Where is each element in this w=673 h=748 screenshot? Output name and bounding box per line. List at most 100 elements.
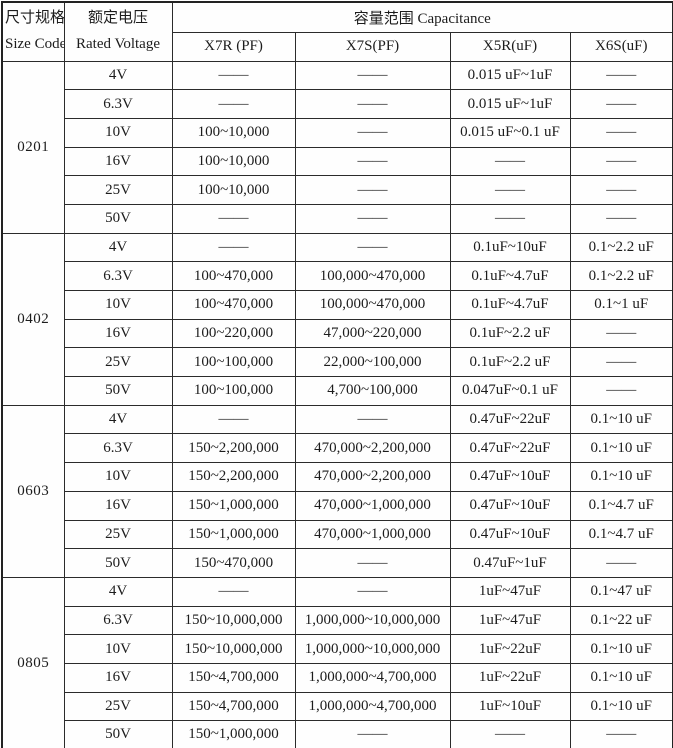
capacitance-cell-x7s: 4,700~100,000 — [294, 376, 451, 406]
capacitance-cell-x7r: 150~1,000,000 — [171, 519, 296, 550]
size-code-cell: 0805 — [1, 576, 65, 748]
capacitance-cell-x7r: 100~100,000 — [171, 347, 296, 378]
column-header-x7s: X7S(PF) — [294, 31, 451, 62]
capacitance-cell-x7s: —— — [294, 146, 451, 177]
voltage-cell: 25V — [63, 691, 173, 722]
capacitance-cell-x7r: 100~10,000 — [171, 146, 296, 177]
capacitance-group-header: 容量范围 Capacitance — [171, 1, 673, 33]
capacitance-cell-x7r: 150~4,700,000 — [171, 691, 296, 722]
voltage-cell: 50V — [63, 548, 173, 578]
capacitance-cell-x5r: 0.47uF~10uF — [449, 519, 571, 550]
voltage-cell: 25V — [63, 175, 173, 205]
capacitance-cell-x5r: —— — [449, 146, 571, 177]
capacitance-cell-x7r: 150~1,000,000 — [171, 720, 296, 748]
capacitance-cell-x7s: 22,000~100,000 — [294, 347, 451, 378]
table-row: 16V 150~1,000,000 470,000~1,000,000 0.47uF~… — [2, 490, 673, 521]
capacitance-cell-x7r: 100~100,000 — [171, 376, 296, 406]
column-header-x7r: X7R (PF) — [171, 31, 296, 62]
column-header-x5r: X5R(uF) — [449, 31, 571, 62]
capacitance-cell-x5r: 1uF~22uF — [449, 662, 571, 693]
column-header-x6s: X6S(uF) — [569, 31, 673, 62]
capacitance-cell-x6s: 0.1~10 uF — [569, 662, 673, 693]
capacitance-cell-x7s: —— — [294, 232, 451, 263]
table-row: 25V 150~4,700,000 1,000,000~4,700,000 1uF~1… — [2, 691, 673, 722]
table-row: 0402 4V —— —— 0.1uF~10uF 0.1~2.2 uF — [1, 232, 673, 406]
table-row: 16V 150~4,700,000 1,000,000~4,700,000 1uF~2… — [2, 662, 673, 693]
table-row: 10V 100~10,000 —— 0.015 uF~0.1 uF —— — [2, 117, 673, 148]
capacitance-cell-x5r: 0.047uF~0.1 uF — [449, 376, 571, 406]
size-code-cell: 0603 — [1, 404, 65, 578]
capacitance-cell-x5r: 0.1uF~2.2 uF — [449, 347, 571, 378]
size-code-column-header: 尺寸规格 Size Code — [1, 1, 65, 62]
table-row: 50V 150~470,000 —— 0.47uF~1uF —— — [2, 548, 673, 578]
capacitance-cell-x7r: —— — [171, 60, 296, 91]
capacitance-cell-x6s: 0.1~2.2 uF — [569, 232, 673, 263]
table-row: 25V 150~1,000,000 470,000~1,000,000 0.47uF~… — [2, 519, 673, 550]
capacitance-cell-x7r: —— — [171, 232, 296, 263]
header-row-1: 尺寸规格 Size Code 额定电压 Rated Voltage 容量范围 C… — [1, 1, 673, 62]
table-row: 6.3V 150~10,000,000 1,000,000~10,000,000 1u… — [2, 605, 673, 636]
capacitance-cell-x6s: 0.1~10 uF — [569, 634, 673, 664]
voltage-cell: 10V — [63, 290, 173, 320]
voltage-cell: 10V — [63, 117, 173, 148]
capacitance-cell-x6s: —— — [569, 117, 673, 148]
voltage-cell: 50V — [63, 203, 173, 234]
voltage-cell: 6.3V — [63, 605, 173, 636]
capacitance-cell-x5r: 0.47uF~22uF — [449, 433, 571, 464]
capacitance-cell-x6s: —— — [569, 146, 673, 177]
capacitance-cell-x5r: 0.47uF~10uF — [449, 490, 571, 521]
voltage-cell: 16V — [63, 318, 173, 349]
capacitance-cell-x7r: 150~470,000 — [171, 548, 296, 578]
capacitance-cell-x7s: —— — [294, 720, 451, 748]
voltage-cell: 6.3V — [63, 433, 173, 464]
capacitance-cell-x6s: 0.1~10 uF — [569, 691, 673, 722]
voltage-cell: 10V — [63, 462, 173, 492]
capacitance-cell-x5r: 1uF~10uF — [449, 691, 571, 722]
capacitance-cell-x6s: 0.1~22 uF — [569, 605, 673, 636]
table-row: 50V 150~1,000,000 —— —— —— — [2, 720, 673, 748]
voltage-cell: 25V — [63, 347, 173, 378]
table-row: 50V —— —— —— —— — [2, 203, 673, 234]
capacitance-cell-x6s: 0.1~1 uF — [569, 290, 673, 320]
table-body: 0201 4V —— —— 0.015 uF~1uF —— 6.3V —— —— 0.015 uF… — [1, 60, 673, 748]
capacitance-cell-x7s: 1,000,000~4,700,000 — [294, 662, 451, 693]
capacitance-cell-x5r: 0.1uF~2.2 uF — [449, 318, 571, 349]
capacitance-cell-x7r: —— — [171, 89, 296, 119]
size-code-header-zh: 尺寸规格 — [5, 10, 64, 26]
rated-voltage-header-zh: 额定电压 — [87, 10, 148, 26]
voltage-cell: 4V — [63, 404, 173, 435]
capacitance-cell-x6s: 0.1~4.7 uF — [569, 519, 673, 550]
table-row: 6.3V 100~470,000 100,000~470,000 0.1uF~4.7u… — [2, 261, 673, 291]
voltage-cell: 6.3V — [63, 89, 173, 119]
capacitance-cell-x5r: —— — [449, 203, 571, 234]
capacitance-cell-x7r: —— — [171, 404, 296, 435]
capacitance-cell-x7r: 150~1,000,000 — [171, 490, 296, 521]
capacitance-cell-x6s: 0.1~2.2 uF — [569, 261, 673, 291]
table-row: 10V 150~2,200,000 470,000~2,200,000 0.47uF~… — [2, 462, 673, 492]
voltage-cell: 16V — [63, 146, 173, 177]
table-row: 6.3V 150~2,200,000 470,000~2,200,000 0.47uF… — [2, 433, 673, 464]
capacitance-cell-x7r: 150~10,000,000 — [171, 634, 296, 664]
capacitance-cell-x5r: —— — [449, 175, 571, 205]
capacitance-cell-x7s: —— — [294, 548, 451, 578]
capacitance-cell-x6s: 0.1~4.7 uF — [569, 490, 673, 521]
voltage-cell: 50V — [63, 376, 173, 406]
capacitance-cell-x7s: —— — [294, 60, 451, 91]
capacitance-cell-x7r: —— — [171, 576, 296, 607]
voltage-cell: 16V — [63, 662, 173, 693]
voltage-cell: 4V — [63, 232, 173, 263]
table-row: 10V 100~470,000 100,000~470,000 0.1uF~4.7uF… — [2, 290, 673, 320]
capacitance-cell-x7s: 470,000~2,200,000 — [294, 462, 451, 492]
voltage-cell: 4V — [63, 576, 173, 607]
header-row-2: X7R (PF) X7S(PF) X5R(uF) X6S(uF) — [2, 31, 673, 62]
capacitance-cell-x7s: 1,000,000~4,700,000 — [294, 691, 451, 722]
capacitance-cell-x5r: 1uF~22uF — [449, 634, 571, 664]
capacitance-cell-x7s: —— — [294, 89, 451, 119]
table-row: 25V 100~10,000 —— —— —— — [2, 175, 673, 205]
capacitance-cell-x7r: 100~220,000 — [171, 318, 296, 349]
capacitance-cell-x5r: 0.1uF~4.7uF — [449, 261, 571, 291]
size-code-header-en: Size Code — [5, 36, 64, 53]
capacitance-cell-x5r: 0.1uF~10uF — [449, 232, 571, 263]
capacitance-cell-x7r: 100~470,000 — [171, 290, 296, 320]
